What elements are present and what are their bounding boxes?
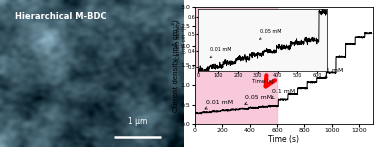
X-axis label: Time (s): Time (s) (268, 135, 299, 144)
X-axis label: Time (s): Time (s) (252, 79, 274, 84)
Text: 0.01 mM: 0.01 mM (205, 100, 233, 109)
Y-axis label: Current density (mA cm⁻²): Current density (mA cm⁻²) (172, 19, 179, 112)
Text: 0.05 mM: 0.05 mM (245, 95, 273, 104)
Text: 0.05 mM: 0.05 mM (259, 29, 281, 39)
Text: Hierarchical M-BDC: Hierarchical M-BDC (15, 12, 106, 21)
Y-axis label: Current density
(mA cm⁻²): Current density (mA cm⁻²) (177, 21, 187, 59)
Bar (195, 7, 277, 124)
Text: 1 mM: 1 mM (325, 68, 343, 78)
Text: 1 μm: 1 μm (128, 117, 147, 126)
Text: 0.1 mM: 0.1 mM (271, 89, 296, 98)
Text: 0.01 mM: 0.01 mM (210, 47, 232, 58)
